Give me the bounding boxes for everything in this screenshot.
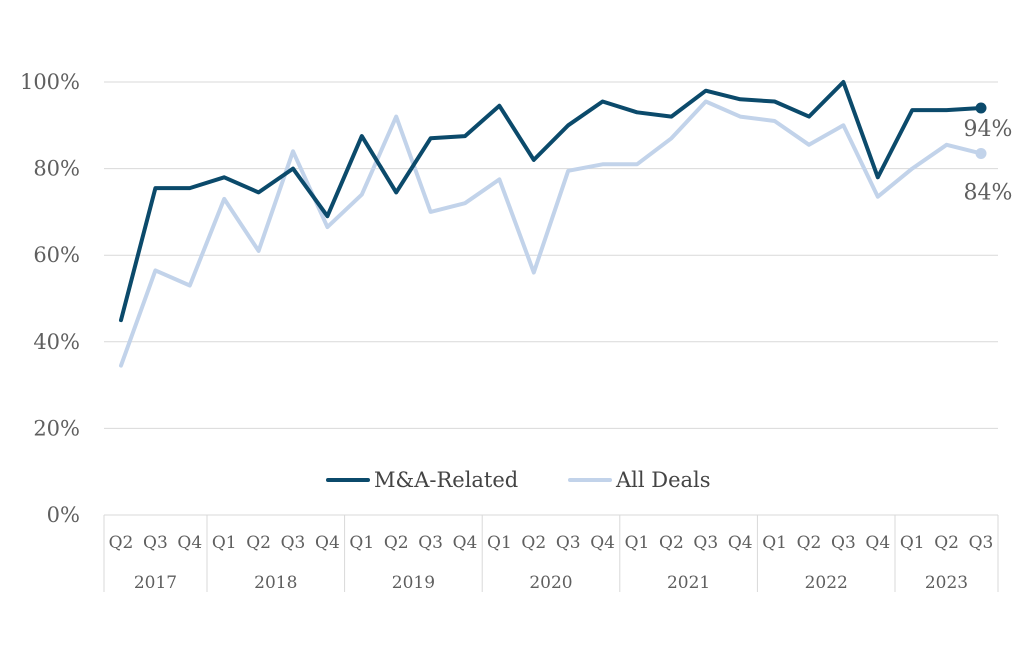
- x-tick-label: Q3: [969, 533, 994, 553]
- x-tick-label: Q4: [728, 533, 753, 553]
- x-tick-label: Q1: [487, 533, 512, 553]
- x-year-label: 2020: [529, 573, 572, 593]
- legend: M&A-Related All Deals: [326, 468, 711, 492]
- x-tick-label: Q4: [315, 533, 340, 553]
- x-tick-label: Q1: [900, 533, 925, 553]
- x-tick-label: Q3: [418, 533, 443, 553]
- y-axis-ticks: 0% 20% 40% 60% 80% 100%: [20, 70, 80, 527]
- x-year-label: 2018: [254, 573, 297, 593]
- x-tick-label: Q1: [349, 533, 374, 553]
- series-line-1: [119, 99, 983, 368]
- y-tick-label: 60%: [33, 243, 80, 267]
- series-end-point-1: [975, 147, 987, 159]
- x-tick-label: Q2: [109, 533, 134, 553]
- x-tick-label: Q2: [659, 533, 684, 553]
- series-end-point-0: [975, 102, 987, 114]
- x-tick-label: Q4: [590, 533, 615, 553]
- x-year-label: 2017: [134, 573, 177, 593]
- x-tick-label: Q1: [625, 533, 650, 553]
- y-tick-label: 20%: [33, 416, 80, 440]
- x-tick-label: Q2: [934, 533, 959, 553]
- x-tick-label: Q3: [281, 533, 306, 553]
- series-line-0: [119, 80, 983, 323]
- series-end-label-1: 84%: [964, 180, 1013, 205]
- gridlines: [104, 81, 998, 516]
- x-year-label: 2022: [805, 573, 848, 593]
- x-tick-label: Q4: [177, 533, 202, 553]
- y-tick-label: 0%: [47, 503, 80, 527]
- legend-label-0: M&A-Related: [374, 468, 518, 492]
- x-tick-label: Q4: [453, 533, 478, 553]
- x-tick-label: Q2: [384, 533, 409, 553]
- x-tick-label: Q3: [693, 533, 718, 553]
- series-end-label-0: 94%: [964, 117, 1013, 142]
- series-lines: [119, 80, 987, 368]
- x-tick-label: Q3: [556, 533, 581, 553]
- x-tick-label: Q1: [762, 533, 787, 553]
- x-tick-label: Q2: [797, 533, 822, 553]
- y-tick-label: 80%: [33, 157, 80, 181]
- x-tick-label: Q3: [831, 533, 856, 553]
- legend-label-1: All Deals: [615, 468, 711, 492]
- x-tick-label: Q1: [212, 533, 237, 553]
- y-tick-label: 100%: [20, 70, 80, 94]
- x-axis: Q2 Q3 Q4 Q1 Q2 Q3 Q4 Q1 Q2 Q3 Q4 Q1 Q2 Q3 Q4 Q1 Q2 Q3 Q4 Q1…: [103, 515, 999, 593]
- x-year-label: 2023: [925, 573, 968, 593]
- x-tick-label: Q4: [865, 533, 890, 553]
- end-labels: 94% 84%: [964, 117, 1013, 205]
- x-year-label: 2021: [667, 573, 710, 593]
- x-year-label: 2019: [392, 573, 435, 593]
- x-tick-label: Q3: [143, 533, 168, 553]
- x-tick-label: Q2: [246, 533, 271, 553]
- y-tick-label: 40%: [33, 330, 80, 354]
- x-tick-label: Q2: [521, 533, 546, 553]
